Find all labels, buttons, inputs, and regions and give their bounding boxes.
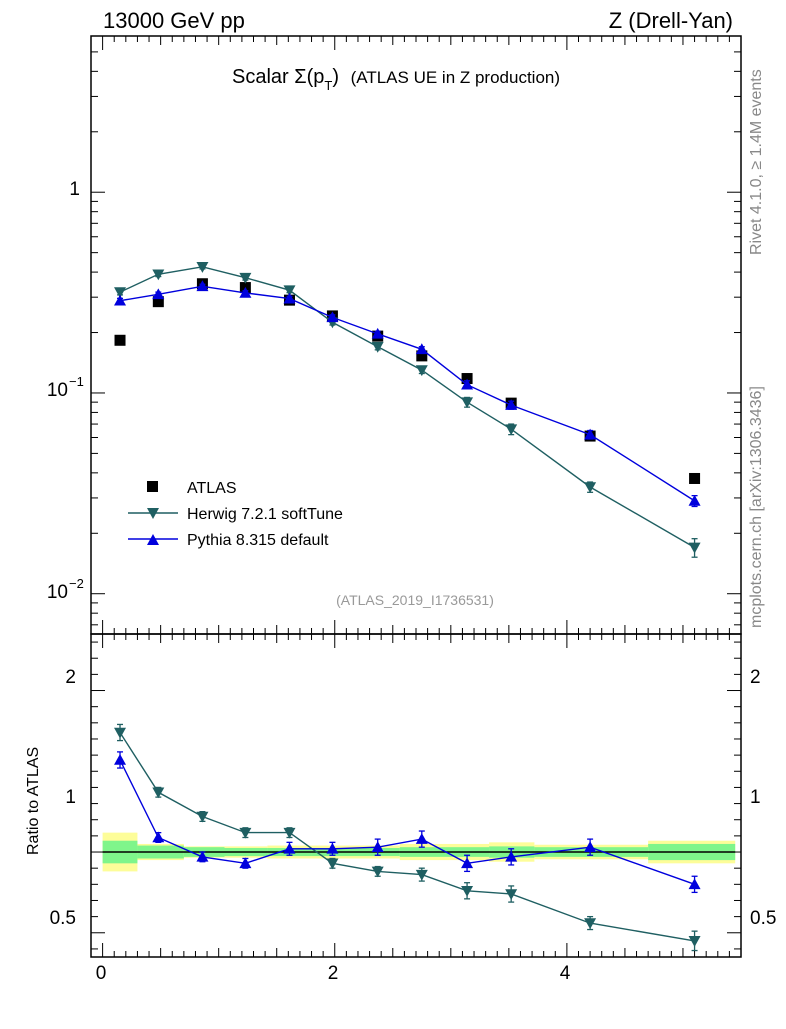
ratio-point-pythia-5 [326, 842, 339, 854]
main-point-atlas-7 [416, 350, 428, 362]
ratio-point-herwig-6 [371, 866, 384, 878]
ratio-point-herwig-3 [239, 827, 252, 839]
ratio-point-pythia-2 [196, 850, 209, 862]
mcplots-label: mcplots.cern.ch [arXiv:1306.3436] [748, 386, 765, 628]
main-point-herwig-2 [196, 262, 209, 273]
main-point-herwig-7 [415, 365, 428, 377]
main-point-pythia-2 [196, 280, 209, 292]
main-title-main: Scalar Σ(p [232, 66, 324, 88]
main-point-herwig-11 [688, 542, 701, 554]
ratio-point-herwig-7 [415, 869, 428, 881]
ratio-point-pythia-3 [239, 857, 252, 869]
main-point-pythia-9 [505, 399, 518, 410]
watermark: (ATLAS_2019_I1736531) [336, 592, 494, 608]
ratio-point-pythia-1 [152, 831, 165, 843]
ratio-point-herwig-11 [688, 936, 701, 947]
ratio-ytick-label-2: 2 [65, 667, 76, 688]
xtick-label-4: 4 [560, 963, 571, 984]
axes [90, 35, 742, 958]
main-point-herwig-1 [152, 269, 165, 281]
main-line-herwig [119, 266, 695, 549]
main-point-atlas-11 [689, 472, 701, 484]
main-point-pythia-0 [114, 294, 127, 306]
ratio-point-herwig-0 [114, 727, 127, 739]
main-ytick-label-0.01-exp: −2 [69, 576, 84, 591]
main-point-herwig-8 [461, 397, 474, 409]
ratio-ytick-label-0.5-right: 0.5 [750, 908, 776, 929]
main-line-pythia [119, 285, 695, 502]
main-point-pythia-11 [688, 494, 701, 506]
ratio-ytick-label-0.5: 0.5 [50, 908, 76, 929]
main-point-pythia-10 [584, 428, 597, 440]
main-point-pythia-3 [239, 286, 252, 298]
ratio-point-herwig-9 [505, 889, 518, 901]
xtick-label-2: 2 [328, 963, 339, 984]
main-point-pythia-8 [461, 378, 474, 390]
main-point-pythia-6 [371, 327, 384, 339]
rivet-label: Rivet 4.1.0, ≥ 1.4M events [748, 69, 765, 255]
legend-label-pythia: Pythia 8.315 default [187, 532, 329, 549]
ratio-point-herwig-10 [584, 918, 597, 930]
ratio-point-pythia-9 [505, 850, 518, 862]
ratio-point-pythia-11 [688, 878, 701, 890]
main-point-pythia-5 [326, 311, 339, 323]
main-title: Scalar Σ(pT) (ATLAS UE in Z production) [232, 66, 560, 93]
main-point-atlas-1 [152, 296, 164, 308]
ratio-point-pythia-0 [114, 753, 127, 765]
legend-marker-herwig [147, 508, 159, 519]
header-left: 13000 GeV pp [103, 8, 245, 33]
ratio-point-herwig-8 [461, 885, 474, 897]
header-right: Z (Drell-Yan) [609, 8, 733, 33]
main-series [114, 262, 701, 558]
main-point-herwig-9 [505, 424, 518, 436]
main-point-herwig-10 [584, 482, 597, 494]
ratio-line-pythia [119, 759, 695, 885]
ratio-point-herwig-1 [152, 787, 165, 799]
ratio-point-pythia-6 [371, 841, 384, 852]
main-title-close: ) [332, 66, 339, 88]
legend-label-herwig: Herwig 7.2.1 softTune [187, 506, 343, 523]
main-point-pythia-4 [283, 292, 296, 304]
main-ytick-label-1-base: 1 [69, 179, 80, 200]
main-point-atlas-0 [114, 334, 126, 346]
main-ytick-label-0.01: 10 [47, 582, 68, 603]
ratio-point-pythia-10 [584, 841, 597, 852]
ratio-point-pythia-8 [461, 857, 474, 869]
ratio-series [114, 723, 701, 952]
main-point-pythia-7 [415, 343, 428, 355]
ratio-point-pythia-7 [415, 833, 428, 844]
main-ytick-label-0.01-base: 10 [47, 582, 68, 603]
ratio-ylabel: Ratio to ATLAS [25, 747, 42, 855]
xtick-label-0: 0 [96, 963, 107, 984]
ratio-point-herwig-5 [326, 858, 339, 870]
main-title-rest: (ATLAS UE in Z production) [351, 68, 560, 87]
ratio-point-herwig-2 [196, 811, 209, 823]
main-ytick-label-0.1-exp: −1 [69, 374, 84, 389]
ratio-point-pythia-4 [283, 842, 296, 854]
ratio-ytick-label-1-right: 1 [750, 787, 761, 808]
main-point-herwig-0 [114, 287, 127, 299]
main-point-herwig-3 [239, 272, 252, 284]
main-point-herwig-6 [371, 341, 384, 353]
legend: ATLAS Herwig 7.2.1 softTune Pythia 8.315… [128, 480, 343, 549]
legend-marker-atlas [147, 481, 158, 492]
ratio-point-herwig-4 [283, 827, 296, 839]
main-point-atlas-8 [461, 373, 473, 385]
main-point-pythia-1 [152, 288, 165, 300]
main-ytick-label-0.1: 10 [47, 380, 68, 401]
main-ytick-label-0.1-base: 10 [47, 380, 68, 401]
main-point-herwig-4 [283, 285, 296, 297]
legend-label-atlas: ATLAS [187, 480, 237, 497]
ratio-line-herwig [119, 732, 695, 942]
ratio-ytick-label-2-right: 2 [750, 667, 761, 688]
ratio-ytick-label-1: 1 [65, 787, 76, 808]
main-ytick-label-1: 1 [69, 179, 80, 200]
legend-marker-pythia [147, 534, 159, 545]
ratio-frame [90, 633, 742, 958]
main-title-sub: T [324, 78, 332, 93]
